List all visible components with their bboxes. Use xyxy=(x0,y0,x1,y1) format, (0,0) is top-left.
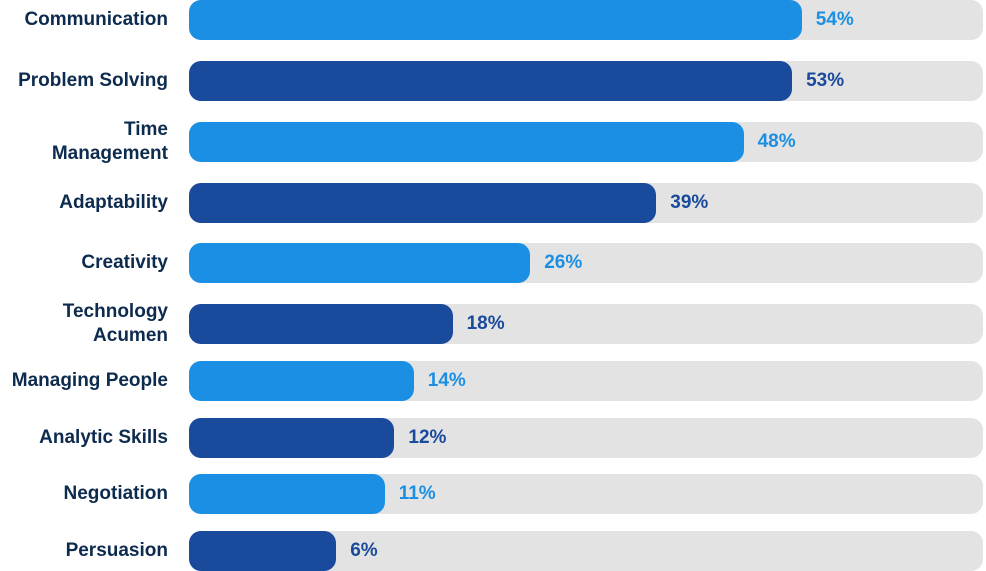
bar-row: Creativity 26% xyxy=(0,243,986,283)
category-label: Analytic Skills xyxy=(39,427,168,448)
bar xyxy=(189,418,395,458)
bar-track xyxy=(189,183,983,223)
bar-row: Problem Solving 53% xyxy=(0,61,986,101)
category-label: Problem Solving xyxy=(18,70,168,91)
bar-row: Adaptability 39% xyxy=(0,183,986,223)
bar-row: Analytic Skills 12% xyxy=(0,418,986,458)
category-label: Persuasion xyxy=(65,540,168,561)
bar xyxy=(189,304,453,344)
bar-track xyxy=(189,243,983,283)
bar-row: Communication 54% xyxy=(0,0,986,40)
bar-row: Time Management 48% xyxy=(0,119,986,164)
category-label: Creativity xyxy=(81,252,168,273)
value-label: 39% xyxy=(670,192,709,213)
category-label: Adaptability xyxy=(59,192,168,213)
bar xyxy=(189,61,793,101)
bar xyxy=(189,474,385,514)
value-label: 6% xyxy=(350,540,378,561)
value-label: 12% xyxy=(408,427,447,448)
bar-track xyxy=(189,418,983,458)
bar-row: Negotiation 11% xyxy=(0,474,986,514)
value-label: 26% xyxy=(544,252,583,273)
value-label: 54% xyxy=(815,9,854,30)
category-label: Time Management xyxy=(51,119,168,164)
bar-track xyxy=(189,361,983,401)
value-label: 53% xyxy=(806,70,845,91)
value-label: 11% xyxy=(398,483,436,504)
bar-row: Persuasion 6% xyxy=(0,531,986,571)
bar-track xyxy=(189,0,983,40)
bar xyxy=(189,0,802,40)
bar xyxy=(189,531,337,571)
bar-row: Technology Acumen 18% xyxy=(0,301,986,346)
bar xyxy=(189,361,414,401)
bar-track xyxy=(189,122,983,162)
value-label: 18% xyxy=(466,313,505,334)
bar-track xyxy=(189,304,983,344)
category-label: Negotiation xyxy=(63,483,169,504)
category-label: Technology Acumen xyxy=(62,301,168,346)
bar-row: Managing People 14% xyxy=(0,361,986,401)
bar-track xyxy=(189,474,983,514)
value-label: 14% xyxy=(427,370,466,391)
bar-track xyxy=(189,531,983,571)
bar xyxy=(189,243,531,283)
bar xyxy=(189,122,744,162)
bar xyxy=(189,183,657,223)
category-label: Managing People xyxy=(11,370,168,391)
value-label: 48% xyxy=(757,131,796,152)
bar-track xyxy=(189,61,983,101)
category-label: Communication xyxy=(24,9,168,30)
